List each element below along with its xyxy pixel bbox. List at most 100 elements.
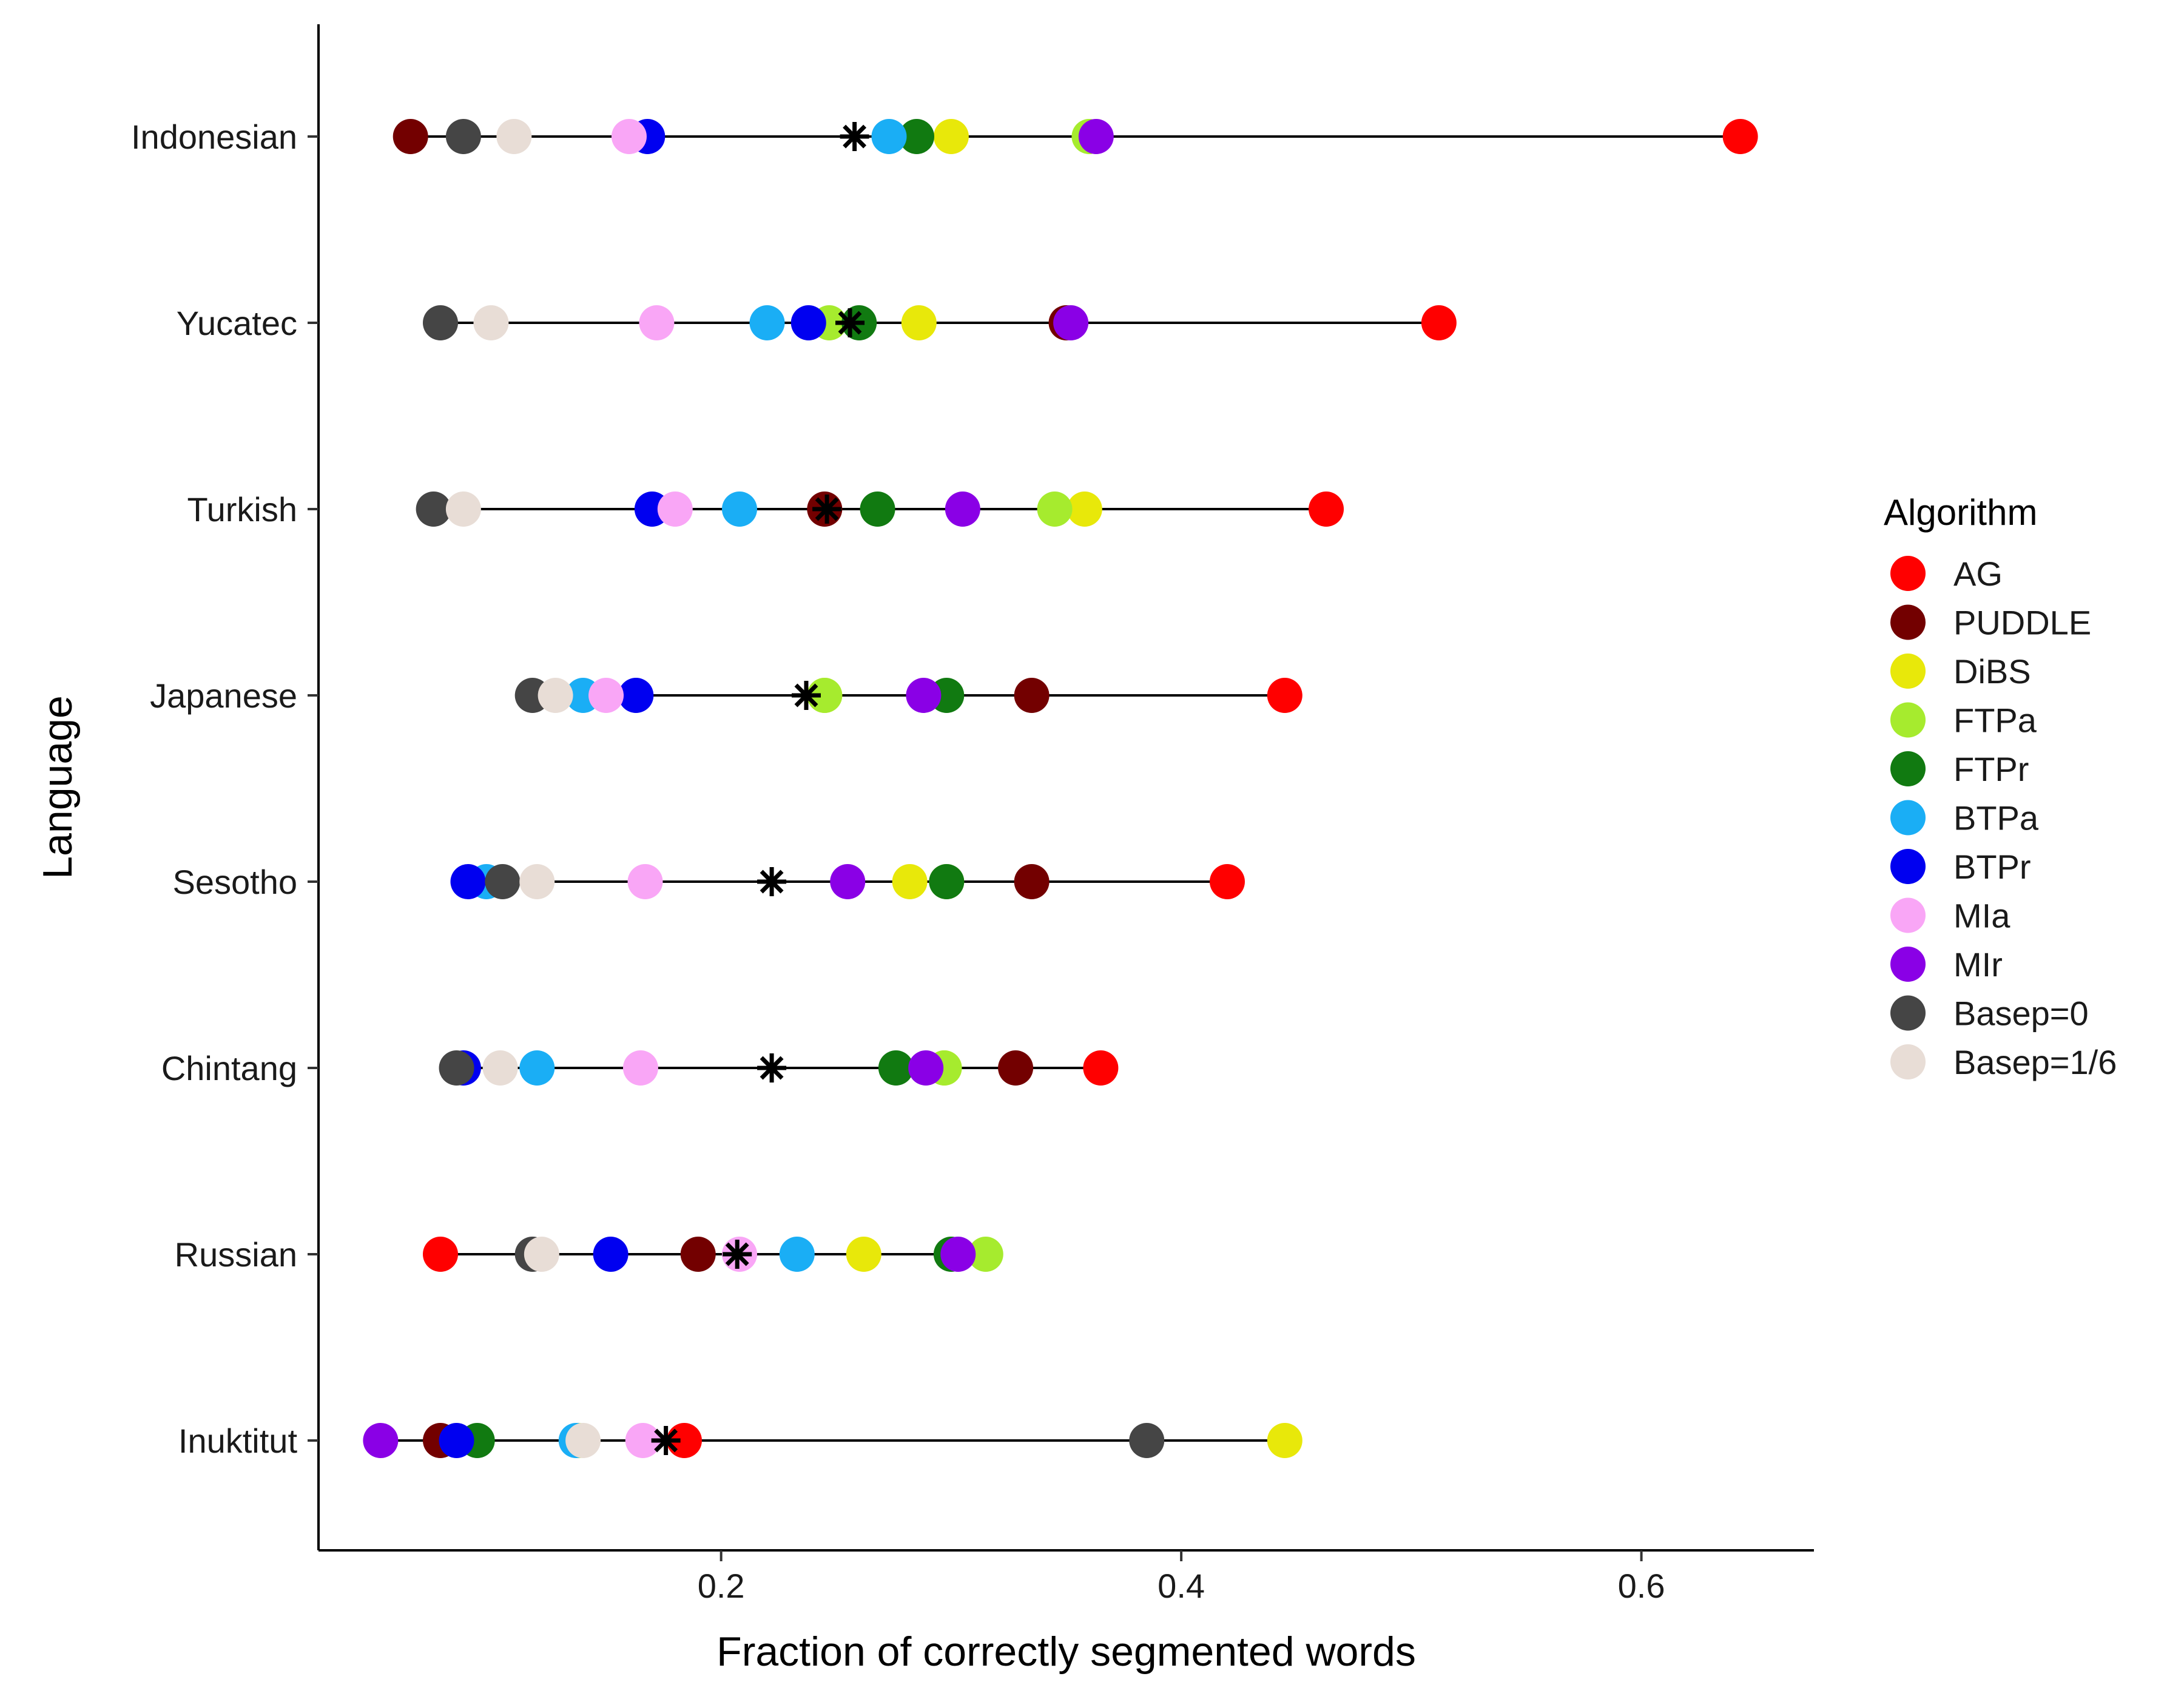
data-point — [998, 1050, 1034, 1086]
mean-asterisk — [651, 1426, 681, 1455]
mean-asterisk — [723, 1240, 752, 1269]
data-point — [524, 1237, 559, 1272]
data-point — [622, 1050, 658, 1086]
data-point — [627, 864, 663, 899]
legend-key — [1890, 604, 1926, 640]
legend-label: BTPa — [1953, 799, 2039, 837]
legend-key — [1890, 556, 1926, 591]
data-point — [445, 119, 481, 154]
data-point — [1037, 491, 1073, 527]
y-tick-label: Sesotho — [173, 863, 298, 901]
mean-asterisk — [835, 308, 865, 337]
data-point — [473, 305, 509, 340]
legend-label: FTPa — [1953, 701, 2037, 740]
data-point — [830, 864, 866, 899]
legend-label: BTPr — [1953, 848, 2031, 886]
data-point — [1014, 678, 1050, 713]
data-point — [439, 1050, 474, 1086]
data-point — [363, 1423, 399, 1458]
data-point — [968, 1237, 1003, 1272]
data-point — [846, 1237, 881, 1272]
legend-key — [1890, 702, 1926, 738]
y-tick-label: Turkish — [187, 490, 297, 529]
data-points — [363, 119, 1758, 1458]
mean-asterisk — [791, 681, 821, 710]
data-point — [416, 491, 451, 527]
data-point — [892, 864, 928, 899]
legend-label: DiBS — [1953, 652, 2031, 691]
data-point — [1722, 119, 1758, 154]
legend-key — [1890, 947, 1926, 982]
mean-asterisk — [757, 1053, 787, 1083]
legend-key — [1890, 751, 1926, 786]
data-point — [929, 864, 965, 899]
data-point — [1267, 1423, 1303, 1458]
data-point — [945, 491, 980, 527]
data-point — [593, 1237, 629, 1272]
legend-title: Algorithm — [1884, 492, 2037, 533]
legend-label: PUDDLE — [1953, 604, 2091, 642]
legend-label: MIr — [1953, 945, 2003, 984]
data-point — [1309, 491, 1344, 527]
y-tick-label: Japanese — [150, 677, 297, 715]
x-tick-label: 0.2 — [698, 1567, 745, 1605]
data-point — [422, 305, 458, 340]
data-point — [860, 491, 895, 527]
data-point — [496, 119, 532, 154]
legend-label: FTPr — [1953, 750, 2029, 788]
legend-key — [1890, 849, 1926, 884]
x-axis-title: Fraction of correctly segmented words — [716, 1629, 1416, 1675]
legend-key — [1890, 1044, 1926, 1079]
data-point — [779, 1237, 815, 1272]
y-tick-label: Inuktitut — [178, 1422, 298, 1460]
data-point — [588, 678, 624, 713]
y-tick-label: Yucatec — [177, 304, 297, 342]
data-point — [618, 678, 654, 713]
data-point — [657, 491, 693, 527]
legend-key — [1890, 897, 1926, 933]
data-point — [906, 678, 942, 713]
data-point — [901, 305, 937, 340]
data-point — [450, 864, 486, 899]
legend-label: Basep=0 — [1953, 995, 2089, 1033]
data-point — [680, 1237, 716, 1272]
data-point — [1067, 491, 1102, 527]
mean-asterisk — [757, 867, 787, 896]
y-tick-label: Chintang — [161, 1049, 297, 1087]
data-point — [519, 1050, 555, 1086]
data-point — [871, 119, 907, 154]
data-point — [538, 678, 573, 713]
data-point — [565, 1423, 601, 1458]
mean-asterisk — [812, 495, 842, 524]
mean-asterisk — [840, 122, 869, 151]
data-point — [933, 119, 969, 154]
legend: Algorithm AG PUDDLE DiBS FTPa FTPr BTPa BTPr MI… — [1884, 492, 2117, 1081]
data-point — [721, 491, 757, 527]
data-point — [1014, 864, 1050, 899]
data-point — [908, 1050, 944, 1086]
data-point — [439, 1423, 474, 1458]
data-point — [899, 119, 934, 154]
data-point — [639, 305, 675, 340]
data-point — [749, 305, 785, 340]
data-point — [1129, 1423, 1165, 1458]
y-axis-ticks: Indonesian Yucatec Turkish Japanese Sesotho C… — [131, 118, 318, 1460]
y-tick-label: Russian — [175, 1235, 297, 1274]
data-point — [393, 119, 428, 154]
x-tick-label: 0.4 — [1158, 1567, 1205, 1605]
legend-label: Basep=1/6 — [1953, 1043, 2117, 1081]
y-axis-title: Language — [35, 695, 81, 879]
data-point — [519, 864, 555, 899]
axes — [317, 24, 1814, 1552]
data-point — [611, 119, 647, 154]
data-point — [1083, 1050, 1119, 1086]
data-point — [940, 1237, 976, 1272]
data-point — [1078, 119, 1114, 154]
data-point — [790, 305, 826, 340]
data-point — [485, 864, 521, 899]
mean-markers — [651, 122, 869, 1455]
data-point — [625, 1423, 661, 1458]
data-point — [422, 1237, 458, 1272]
data-point — [1053, 305, 1089, 340]
